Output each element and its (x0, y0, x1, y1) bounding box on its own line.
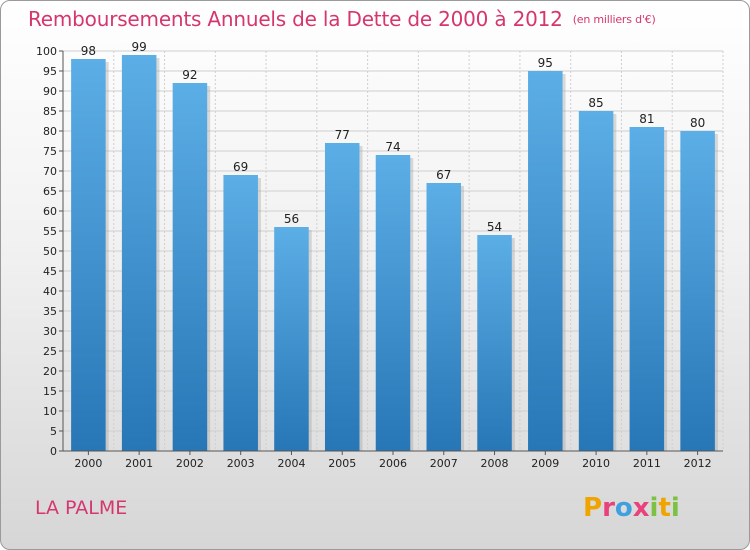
y-tick-label: 95 (43, 65, 57, 78)
x-tick-label: 2008 (481, 457, 509, 470)
logo-letter: t (658, 493, 671, 523)
bar (71, 59, 106, 451)
y-axis: 0 5 10 15 20 25 30 35 40 45 50 55 60 65 70 75 80 85 90 95 10… (36, 45, 64, 458)
value-labels: 98 99 92 69 56 77 74 67 54 95 85 81 80 (81, 40, 706, 234)
data-label: 92 (182, 68, 197, 82)
data-label: 69 (233, 160, 248, 174)
data-label: 80 (690, 116, 705, 130)
y-tick-label: 90 (43, 85, 57, 98)
y-tick-label: 100 (36, 45, 57, 58)
bar (324, 143, 360, 451)
x-tick-label: 2001 (125, 457, 153, 470)
x-tick-label: 2003 (227, 457, 255, 470)
data-label: 95 (538, 56, 553, 70)
data-label: 85 (588, 96, 603, 110)
data-label: 81 (639, 112, 654, 126)
data-label: 99 (132, 40, 147, 54)
chart-title: Remboursements Annuels de la Dette de 20… (28, 7, 656, 31)
x-tick-label: 2010 (582, 457, 610, 470)
y-tick-label: 15 (43, 385, 57, 398)
title-unit: (en milliers d'€) (572, 13, 656, 26)
x-tick-label: 2007 (430, 457, 458, 470)
x-axis: 2000 2001 2002 2003 2004 2005 2006 2007 2008 2009… (63, 450, 723, 470)
x-tick-label: 2004 (277, 457, 305, 470)
x-tick-label: 2005 (328, 457, 356, 470)
bar (629, 127, 665, 451)
y-tick-label: 45 (43, 265, 57, 278)
bar (274, 227, 309, 451)
y-tick-label: 25 (43, 345, 57, 358)
y-tick-label: 75 (43, 145, 57, 158)
logo-letter: r (602, 493, 615, 523)
y-tick-label: 5 (50, 425, 57, 438)
y-tick-label: 40 (43, 285, 57, 298)
data-label: 98 (81, 44, 96, 58)
y-tick-label: 20 (43, 365, 57, 378)
bar (680, 131, 715, 451)
data-label: 74 (385, 140, 400, 154)
title-text: Remboursements Annuels de la Dette de 20… (28, 7, 563, 31)
data-label: 77 (335, 128, 350, 142)
y-tick-label: 35 (43, 305, 57, 318)
data-label: 67 (436, 168, 451, 182)
x-tick-label: 2006 (379, 457, 407, 470)
bar (477, 235, 512, 451)
bar (223, 175, 258, 451)
y-tick-label: 30 (43, 325, 57, 338)
y-tick-label: 85 (43, 105, 57, 118)
logo-letter: i (649, 493, 659, 523)
x-tick-label: 2012 (684, 457, 712, 470)
bar (172, 83, 208, 451)
bar (426, 183, 462, 451)
logo-letter: x (632, 493, 650, 523)
x-tick-label: 2009 (531, 457, 559, 470)
data-label: 56 (284, 212, 299, 226)
x-tick-label: 2002 (176, 457, 204, 470)
data-label: 54 (487, 220, 502, 234)
y-tick-label: 80 (43, 125, 57, 138)
y-tick-label: 70 (43, 165, 57, 178)
commune-name: LA PALME (35, 497, 128, 519)
y-tick-label: 65 (43, 185, 57, 198)
bar (375, 155, 411, 451)
y-tick-label: 50 (43, 245, 57, 258)
y-tick-label: 0 (50, 445, 57, 458)
bar (121, 55, 157, 451)
bar (578, 111, 614, 451)
y-tick-label: 60 (43, 205, 57, 218)
y-tick-label: 10 (43, 405, 57, 418)
logo-letter: i (670, 493, 680, 523)
proxiti-logo: Proxiti (583, 493, 680, 523)
logo-letter: P (583, 493, 603, 523)
y-tick-label: 55 (43, 225, 57, 238)
bar (528, 71, 563, 451)
logo-letter: o (614, 493, 633, 523)
bars (71, 55, 718, 451)
x-tick-label: 2000 (74, 457, 102, 470)
x-tick-label: 2011 (633, 457, 661, 470)
